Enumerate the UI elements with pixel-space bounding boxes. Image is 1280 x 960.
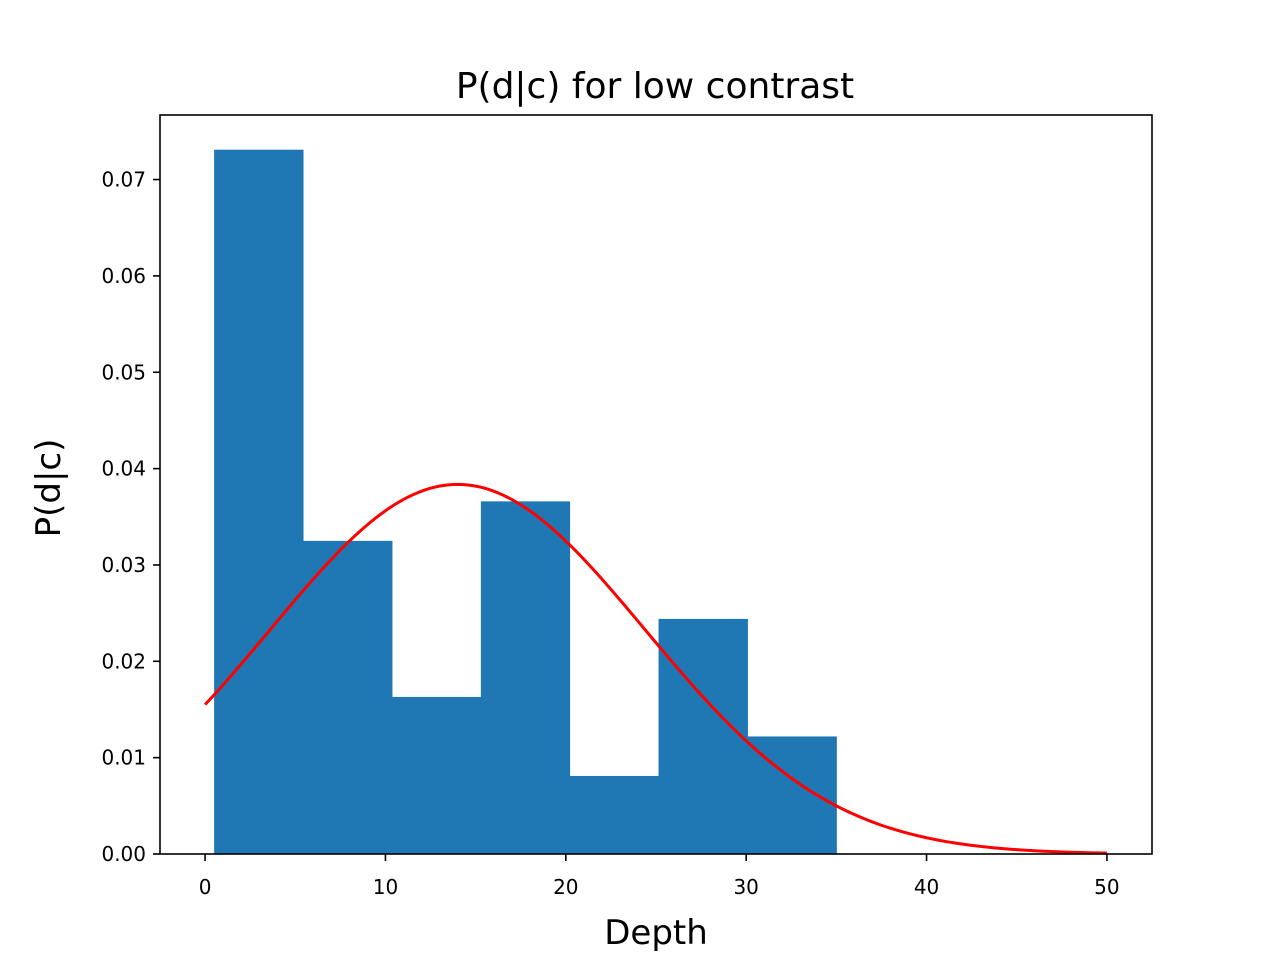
histogram-bar	[658, 618, 748, 854]
y-axis-label: P(d|c)	[29, 439, 69, 538]
fitted-normal-curve	[203, 482, 1107, 855]
y-tick-label: 0.06	[101, 264, 146, 288]
x-tick-label: 0	[199, 875, 212, 899]
histogram-bar	[214, 149, 304, 854]
histogram-bar	[303, 540, 393, 854]
x-axis-ticks: 0 10 20 30 40 50	[199, 854, 1120, 899]
x-tick-label: 40	[914, 875, 939, 899]
histogram-bar	[391, 696, 482, 854]
x-tick-label: 20	[553, 875, 578, 899]
x-tick-label: 10	[373, 875, 398, 899]
y-tick-label: 0.04	[101, 457, 146, 481]
histogram-bar	[480, 501, 571, 854]
x-axis-label: Depth	[604, 913, 708, 953]
y-tick-label: 0.02	[101, 649, 146, 673]
y-tick-label: 0.00	[101, 842, 146, 866]
histogram-bar	[569, 775, 660, 854]
chart-title: P(d|c) for low contrast	[456, 66, 854, 107]
plot-frame	[159, 114, 1153, 855]
x-tick-label: 30	[733, 875, 758, 899]
y-tick-label: 0.07	[101, 168, 146, 192]
x-tick-label: 50	[1094, 875, 1119, 899]
y-axis-ticks: 0.00 0.01 0.02 0.03 0.04 0.05 0.06 0.07	[101, 168, 160, 866]
histogram-bars	[214, 149, 837, 854]
y-tick-label: 0.01	[101, 746, 146, 770]
y-tick-label: 0.05	[101, 360, 146, 384]
y-tick-label: 0.03	[101, 553, 146, 577]
